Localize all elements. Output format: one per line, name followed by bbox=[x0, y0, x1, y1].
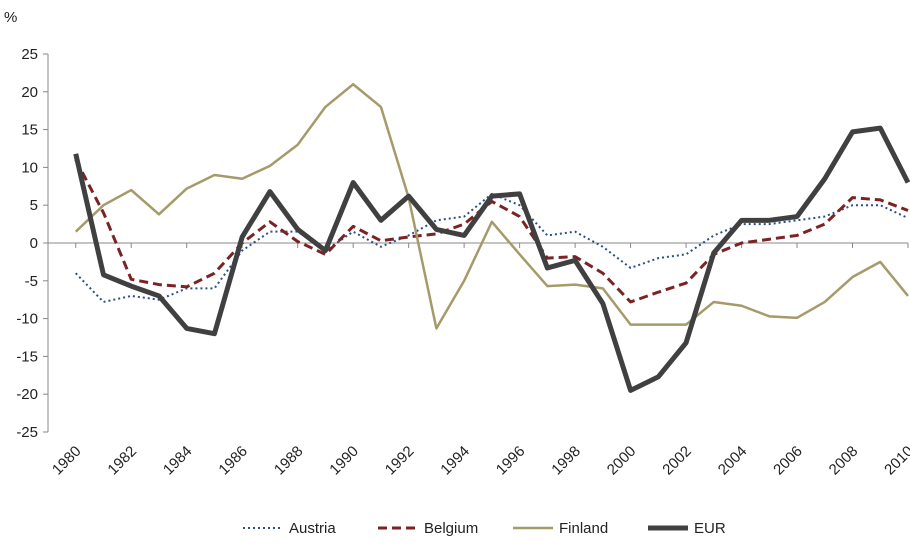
legend-label: Finland bbox=[559, 520, 608, 537]
x-tick-label: 2008 bbox=[826, 443, 862, 479]
y-tick-label: -10 bbox=[16, 311, 38, 328]
series-line bbox=[73, 125, 910, 393]
x-tick-label: 1982 bbox=[104, 443, 140, 479]
x-tick-label: 1980 bbox=[49, 443, 85, 479]
x-tick-label: 1992 bbox=[382, 443, 418, 479]
y-tick-label: 25 bbox=[21, 46, 38, 63]
y-tick-label: 10 bbox=[21, 159, 38, 176]
x-tick-label: 1988 bbox=[271, 443, 307, 479]
series-line bbox=[74, 159, 909, 304]
y-tick-label: -20 bbox=[16, 386, 38, 403]
x-tick-label: 1984 bbox=[160, 443, 196, 479]
series-line bbox=[75, 192, 909, 303]
y-tick-label: -25 bbox=[16, 424, 38, 441]
y-tick-label: -15 bbox=[16, 348, 38, 365]
series-line bbox=[74, 82, 909, 330]
y-tick-label: 15 bbox=[21, 122, 38, 139]
x-tick-label: 2006 bbox=[770, 443, 806, 479]
legend-label: Belgium bbox=[424, 520, 478, 537]
legend-label: Austria bbox=[289, 520, 336, 537]
y-tick-label: -5 bbox=[25, 273, 38, 290]
x-tick-label: 1990 bbox=[326, 443, 362, 479]
x-tick-label: 1994 bbox=[437, 443, 473, 479]
y-tick-label: 0 bbox=[30, 235, 38, 252]
x-tick-label: 2000 bbox=[604, 443, 640, 479]
x-tick-label: 2002 bbox=[659, 443, 695, 479]
x-tick-label: 1986 bbox=[215, 443, 251, 479]
x-tick-label: 1996 bbox=[493, 443, 529, 479]
x-tick-label: 2010 bbox=[881, 443, 910, 479]
y-tick-label: 5 bbox=[30, 197, 38, 214]
y-tick-label: 20 bbox=[21, 84, 38, 101]
x-tick-label: 1998 bbox=[548, 443, 584, 479]
legend-label: EUR bbox=[694, 520, 726, 537]
y-axis-label: % bbox=[4, 9, 17, 26]
x-tick-label: 2004 bbox=[715, 443, 751, 479]
